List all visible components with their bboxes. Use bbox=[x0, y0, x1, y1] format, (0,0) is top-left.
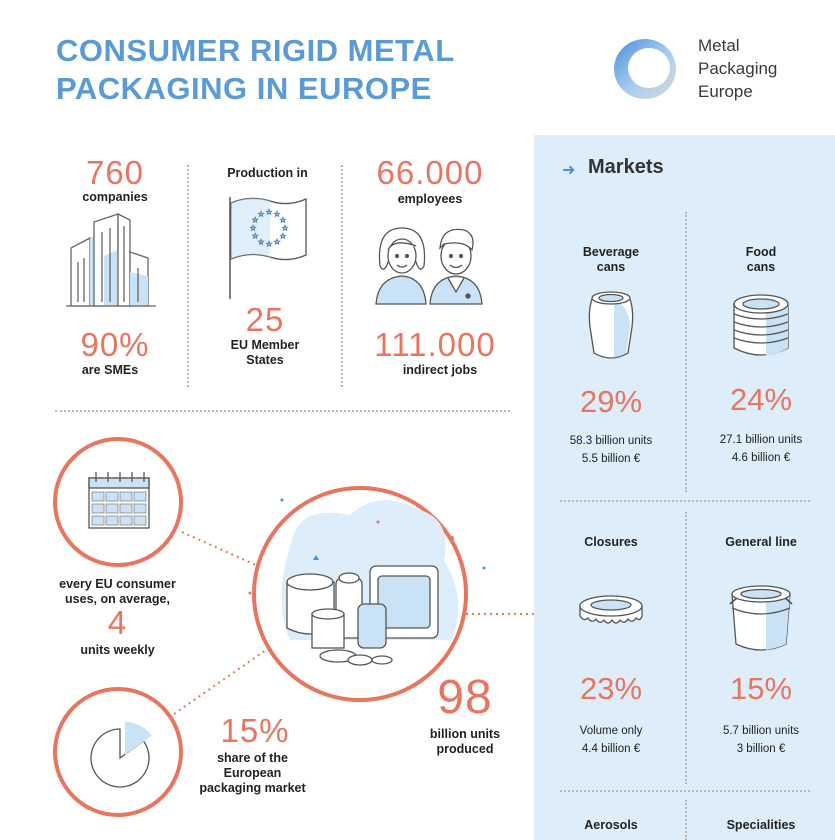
markets-divider-v1 bbox=[685, 212, 687, 492]
divider-2 bbox=[341, 165, 343, 387]
markets-divider-v2 bbox=[685, 512, 687, 784]
market-closures-sub-2: 4.4 billion € bbox=[581, 743, 641, 755]
logo-ring-icon bbox=[614, 39, 676, 99]
share-line-1: share of the bbox=[217, 751, 288, 765]
food-can-icon bbox=[733, 294, 789, 356]
market-food-label: Food cans bbox=[705, 245, 817, 275]
consumption-graphic bbox=[53, 437, 534, 817]
title-line-2: PACKAGING IN EUROPE bbox=[56, 71, 432, 106]
eu-star-icon bbox=[273, 210, 281, 218]
markets-divider-h2 bbox=[560, 790, 810, 792]
divider-1 bbox=[187, 165, 189, 387]
title-line-1: CONSUMER RIGID METAL bbox=[56, 33, 455, 68]
beverage-can-icon bbox=[588, 291, 634, 359]
eu-star-icon bbox=[265, 207, 273, 216]
produced-label: billion units produced bbox=[405, 727, 525, 757]
eu-star-icon bbox=[257, 237, 265, 246]
smes-label: are SMEs bbox=[81, 363, 139, 377]
paint-tin-icon bbox=[729, 585, 793, 651]
logo-line-1: Metal bbox=[698, 36, 740, 55]
produced-line-1: billion units bbox=[429, 727, 501, 741]
share-value: 15% bbox=[220, 712, 290, 749]
pie-share-slice bbox=[125, 722, 152, 755]
horizontal-divider bbox=[55, 410, 510, 412]
eu-star-icon bbox=[251, 215, 259, 224]
market-general-sub-2: 3 billion € bbox=[736, 743, 786, 755]
market-closures-sub: Volume only 4.4 billion € bbox=[545, 722, 677, 758]
eu-star-icon bbox=[257, 210, 265, 218]
share-line-2: European bbox=[223, 766, 282, 780]
weekly-units-label: units weekly bbox=[80, 643, 155, 657]
states-label-line-1: EU Member bbox=[230, 338, 300, 352]
market-food-sub-2: 4.6 billion € bbox=[731, 452, 791, 464]
markets-divider-v3 bbox=[685, 800, 687, 840]
market-food-pct: 24% bbox=[729, 382, 793, 417]
consumer-line-1: every EU consumer bbox=[59, 577, 176, 591]
market-general-sub: 5.7 billion units 3 billion € bbox=[696, 722, 826, 758]
logo-line-3: Europe bbox=[698, 82, 753, 101]
companies-label: companies bbox=[82, 190, 148, 204]
buildings-icon bbox=[66, 212, 156, 307]
market-food-label-1: Food bbox=[745, 245, 777, 259]
smes-value: 90% bbox=[80, 326, 150, 363]
market-general-pct: 15% bbox=[729, 671, 793, 706]
market-closures-pct: 23% bbox=[579, 671, 643, 706]
share-label: share of the European packaging market bbox=[185, 751, 320, 796]
produced-line-2: produced bbox=[436, 742, 494, 756]
employees-label: employees bbox=[397, 192, 463, 206]
eu-star-icon bbox=[281, 223, 289, 232]
market-beverage-pct: 29% bbox=[579, 384, 643, 419]
weekly-units-value: 4 bbox=[107, 604, 128, 641]
cans-illustration bbox=[286, 565, 439, 666]
market-closures-label: Closures bbox=[584, 535, 638, 549]
market-aerosols-label: Aerosols bbox=[584, 818, 638, 832]
market-beverage-label-1: Beverage bbox=[582, 245, 640, 259]
market-beverage-sub-1: 58.3 billion units bbox=[569, 435, 653, 447]
eu-star-icon bbox=[279, 231, 287, 240]
pie-rest-slice bbox=[90, 728, 150, 788]
production-label: Production in bbox=[227, 166, 308, 180]
arrow-right-icon: ➜ bbox=[562, 162, 576, 179]
eu-star-icon bbox=[279, 215, 287, 224]
consumer-text: every EU consumer uses, on average, bbox=[40, 577, 195, 607]
market-closures-sub-1: Volume only bbox=[579, 725, 643, 737]
companies-value: 760 bbox=[85, 154, 145, 191]
employees-value: 66.000 bbox=[376, 154, 484, 191]
markets-panel bbox=[534, 135, 835, 840]
market-food-label-2: cans bbox=[746, 260, 776, 274]
market-beverage-sub-2: 5.5 billion € bbox=[581, 453, 641, 465]
markets-divider-h1 bbox=[560, 500, 810, 502]
employees-icon bbox=[375, 227, 483, 305]
market-specialities-label: Specialities bbox=[726, 818, 796, 832]
eu-star-icon bbox=[249, 223, 257, 232]
eu-star-icon bbox=[251, 231, 259, 240]
states-label-line-2: States bbox=[246, 353, 284, 367]
market-beverage-sub: 58.3 billion units 5.5 billion € bbox=[545, 432, 677, 468]
eu-star-icon bbox=[265, 239, 273, 248]
eu-star-icon bbox=[273, 237, 281, 246]
market-beverage-label-2: cans bbox=[596, 260, 626, 274]
market-food-sub-1: 27.1 billion units bbox=[719, 434, 803, 446]
logo-text: Metal Packaging Europe bbox=[698, 34, 777, 103]
states-label: EU Member States bbox=[200, 338, 330, 368]
indirect-value: 111.000 bbox=[374, 326, 496, 363]
market-beverage-label: Beverage cans bbox=[555, 245, 667, 275]
logo-line-2: Packaging bbox=[698, 59, 778, 78]
share-line-3: packaging market bbox=[199, 781, 306, 795]
eu-flag-icon bbox=[229, 197, 307, 299]
market-general-label: General line bbox=[725, 535, 797, 549]
markets-title: Markets bbox=[588, 156, 664, 178]
states-value: 25 bbox=[245, 301, 285, 338]
consumer-line-2: uses, on average, bbox=[65, 592, 170, 606]
page-title: CONSUMER RIGID METAL PACKAGING IN EUROPE bbox=[56, 32, 576, 108]
market-food-sub: 27.1 billion units 4.6 billion € bbox=[696, 431, 826, 467]
calendar-icon bbox=[88, 472, 150, 529]
pie-chart-icon bbox=[90, 722, 152, 788]
bottle-cap-icon bbox=[579, 595, 643, 624]
market-general-sub-1: 5.7 billion units bbox=[722, 725, 800, 737]
produced-value: 98 bbox=[437, 671, 493, 724]
indirect-label: indirect jobs bbox=[402, 363, 478, 377]
